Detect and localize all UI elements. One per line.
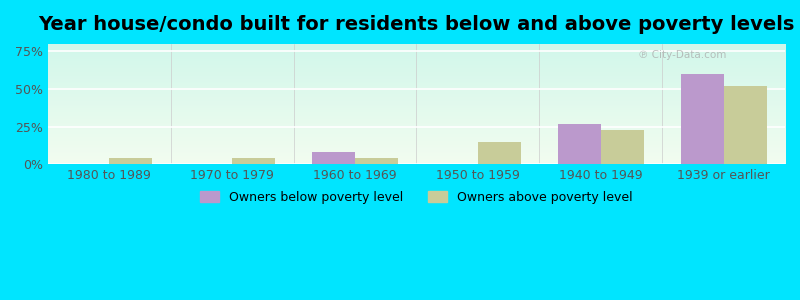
Title: Year house/condo built for residents below and above poverty levels: Year house/condo built for residents bel… (38, 15, 794, 34)
Bar (110, 158, 152, 164)
Text: ℗ City-Data.com: ℗ City-Data.com (638, 50, 726, 60)
Bar (601, 130, 644, 164)
Legend: Owners below poverty level, Owners above poverty level: Owners below poverty level, Owners above… (195, 185, 638, 208)
Bar (558, 124, 601, 164)
Bar (478, 142, 521, 164)
Bar (232, 158, 275, 164)
Bar (723, 86, 766, 164)
Bar (681, 74, 723, 164)
Bar (355, 158, 398, 164)
Bar (312, 152, 355, 164)
